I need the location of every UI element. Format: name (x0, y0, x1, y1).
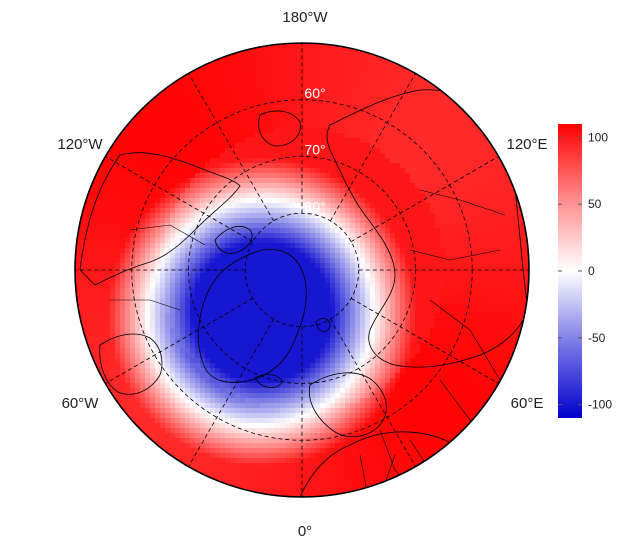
lon-label-0: 0° (298, 523, 312, 540)
map-disc (74, 42, 530, 498)
map-boundary (74, 42, 530, 498)
meridian-150 (330, 73, 416, 222)
colorbar-tick-label: 0 (588, 264, 595, 278)
latitude-labels: 60° 70° 80° (304, 85, 325, 215)
lat-label-80: 80° (304, 198, 325, 214)
anomaly-field (75, 43, 529, 497)
meridian-30 (330, 318, 416, 467)
coastline-7 (258, 110, 301, 147)
meridian-120 (350, 156, 499, 242)
lon-label-180: 180°W (282, 9, 328, 26)
colorbar-tick-label: -50 (588, 331, 606, 345)
coastline-2 (99, 333, 163, 395)
meridian--60 (105, 298, 254, 384)
border-3 (429, 299, 501, 381)
coastline-3 (214, 226, 253, 254)
lat-label-70: 70° (304, 142, 325, 158)
coastline-0 (198, 248, 307, 383)
lat-label-60: 60° (304, 85, 325, 101)
border-4 (409, 249, 501, 261)
lon-label-120: 120°E (506, 136, 547, 153)
coastline-8 (315, 318, 331, 332)
colorbar-ticks: 100 50 0 -50 -100 (558, 130, 612, 412)
border-7 (110, 299, 181, 311)
meridian-60 (350, 298, 499, 384)
coastline-1 (79, 152, 241, 286)
colorbar-tick-label: -100 (588, 398, 612, 412)
coastline-4 (308, 372, 387, 438)
lon-label-60: 60°E (511, 395, 544, 412)
lon-label--60: 60°W (62, 395, 100, 412)
colorbar-tick-label: 50 (588, 197, 602, 211)
graticule (75, 43, 529, 497)
longitude-labels: 180°W 120°W 60°W 0° 60°E 120°E (57, 9, 547, 540)
colorbar-tick-label: 100 (588, 130, 608, 144)
lon-label--120: 120°W (57, 136, 103, 153)
meridian--30 (188, 318, 274, 467)
meridian--120 (105, 156, 254, 242)
border-5 (419, 189, 506, 216)
meridian--150 (188, 73, 274, 222)
colorbar: 100 50 0 -50 -100 (558, 124, 612, 418)
